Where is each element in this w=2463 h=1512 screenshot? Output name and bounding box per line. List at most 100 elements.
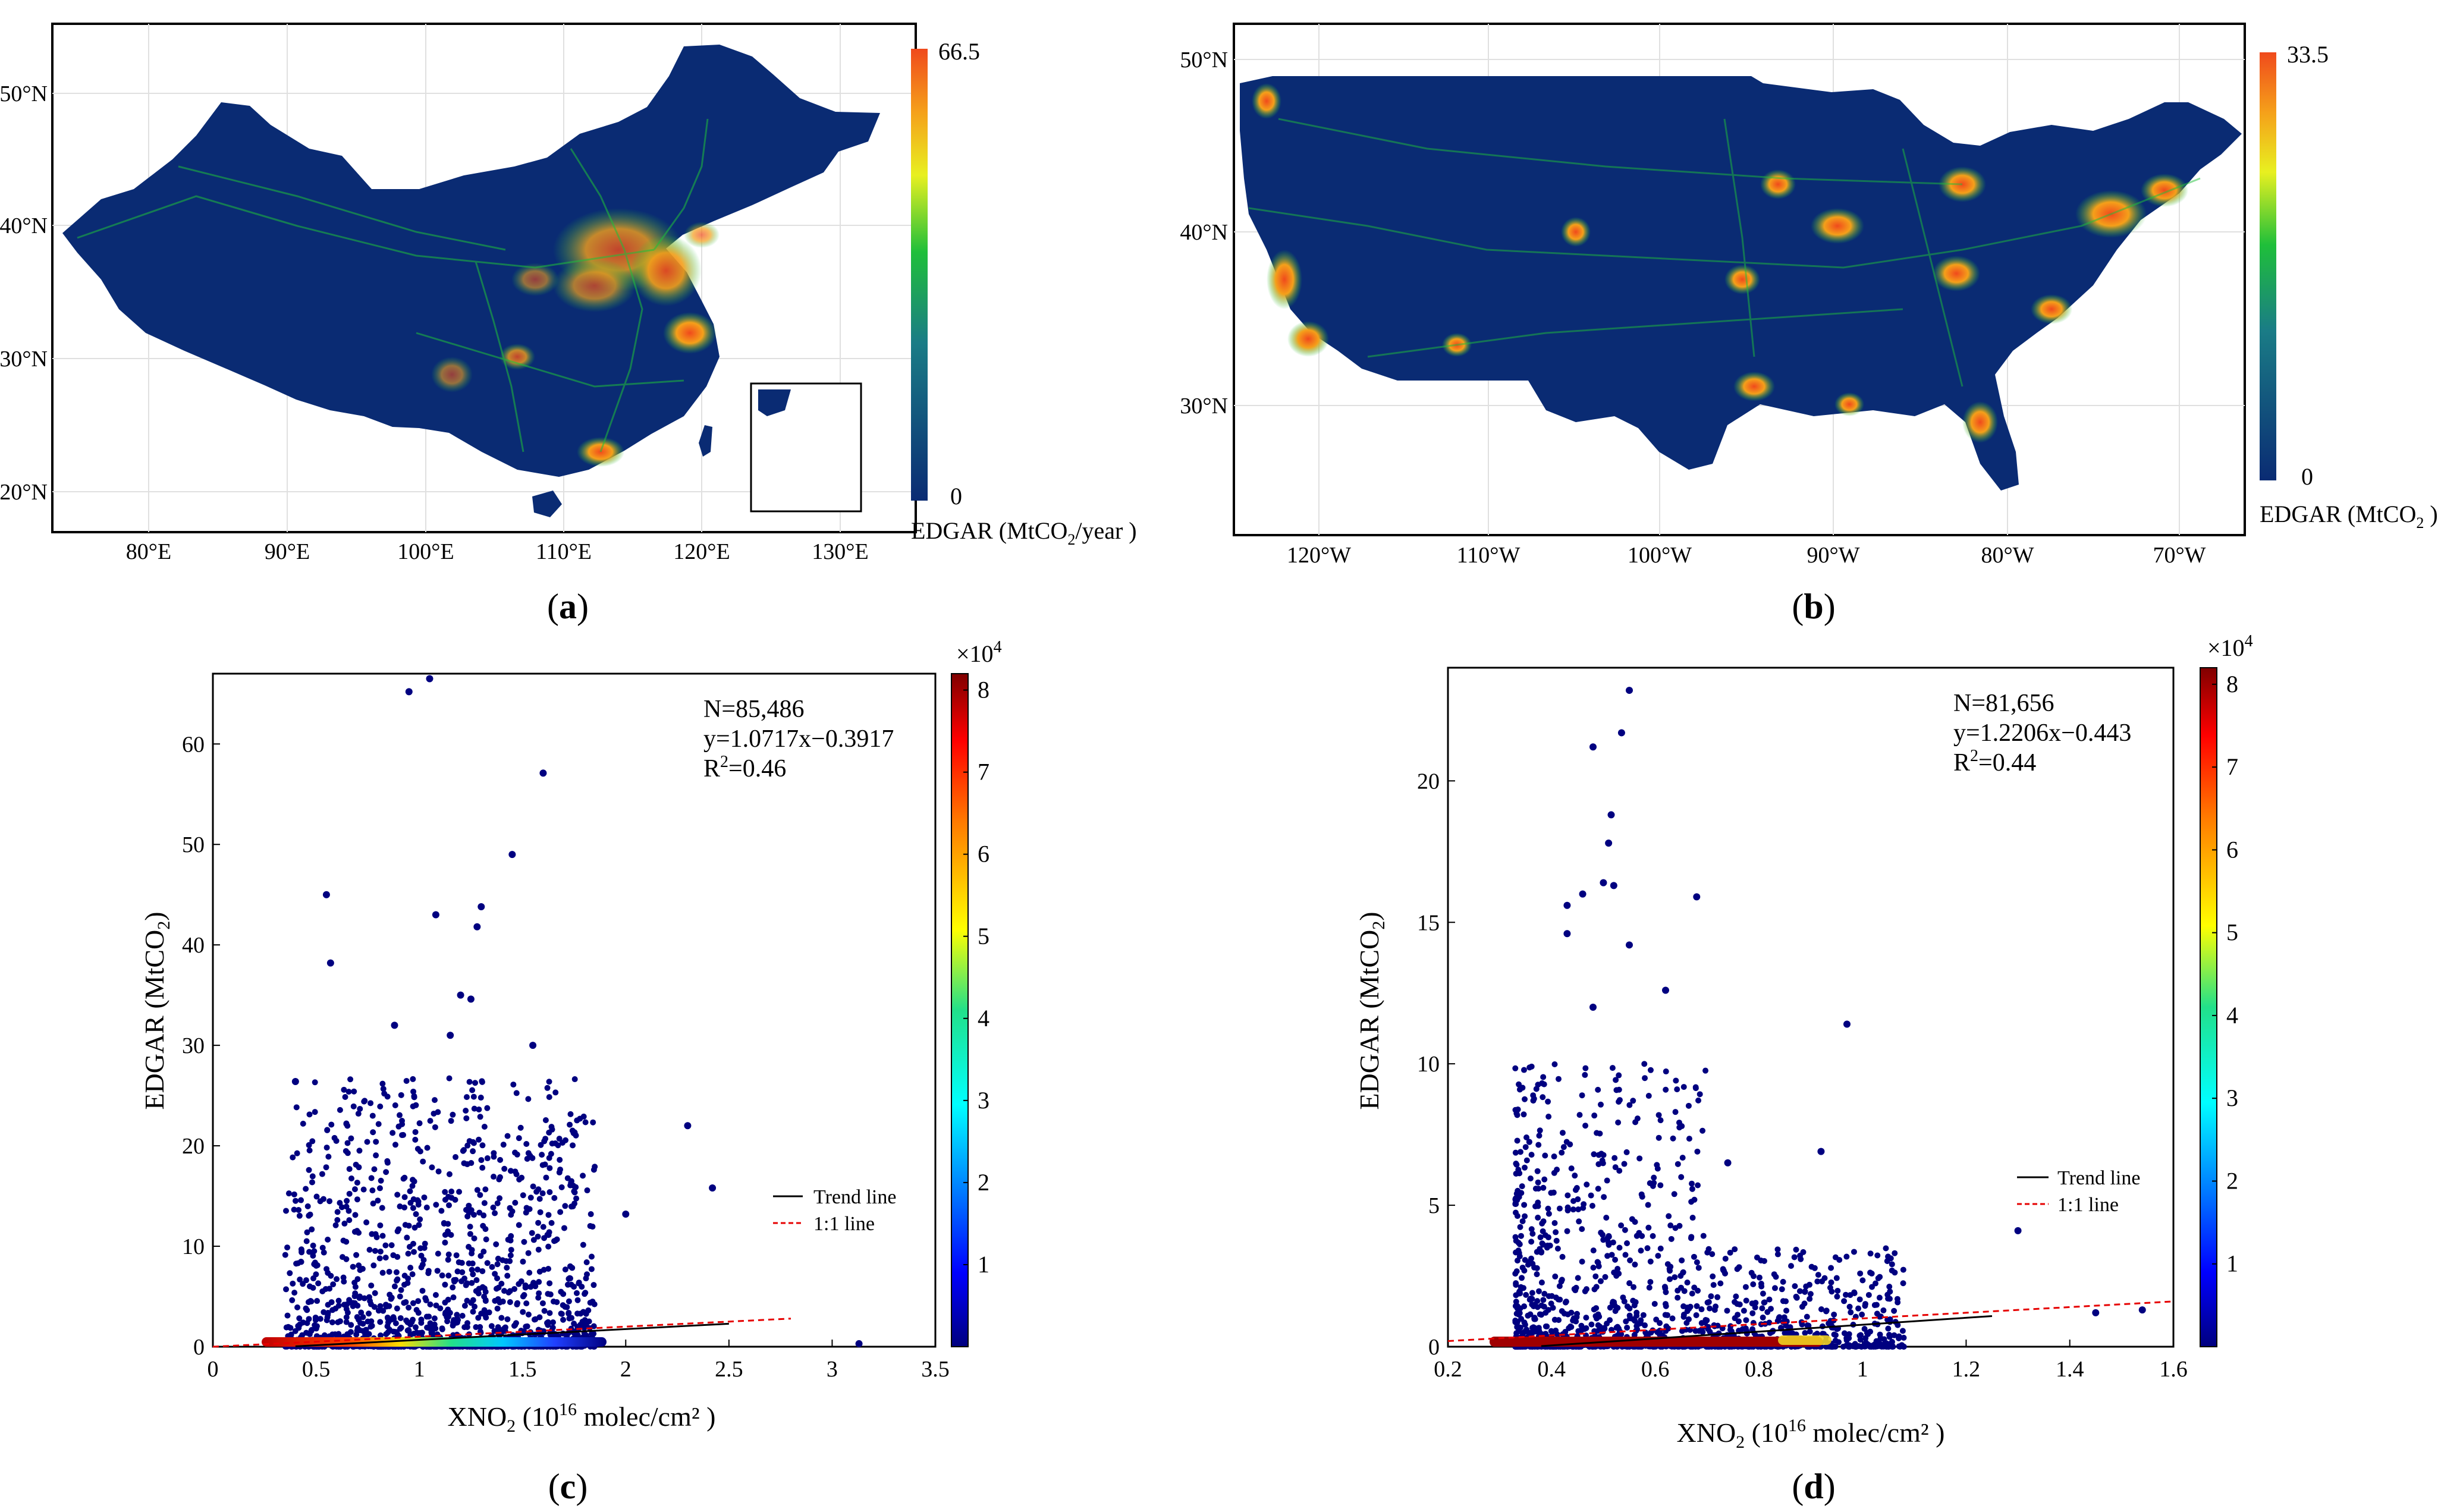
scatter-point — [348, 1135, 354, 1142]
scatter-point — [1592, 1273, 1599, 1280]
scatter-point — [351, 1186, 358, 1193]
scatter-point — [523, 1300, 530, 1307]
scatter-point — [1557, 1296, 1563, 1303]
scatter-point — [1759, 1305, 1765, 1312]
scatter-point — [334, 1276, 340, 1282]
scatter-point — [1657, 1245, 1664, 1252]
scatter-point — [1556, 1076, 1562, 1082]
scatter-point — [1527, 1175, 1534, 1181]
scatter-point — [481, 1293, 488, 1300]
scatter-point — [297, 1276, 303, 1282]
scatter-point — [1600, 1152, 1607, 1158]
scatter-point — [287, 1270, 293, 1277]
xtick-label: 0.5 — [302, 1357, 331, 1382]
scatter-point — [494, 1261, 501, 1268]
ytick-label: 10 — [1417, 1052, 1440, 1077]
scatter-point — [1611, 1269, 1617, 1276]
scatter-point — [1535, 1179, 1541, 1186]
scatter-point — [1583, 1315, 1589, 1321]
plot-c-legend: Trend line 1:1 line — [773, 1186, 896, 1235]
colorbar-tick-label: 6 — [978, 841, 989, 867]
scatter-point — [541, 1307, 548, 1314]
scatter-point — [573, 1290, 580, 1296]
scatter-point — [1672, 1109, 1679, 1115]
scatter-point — [1513, 1161, 1520, 1168]
scatter-point — [1632, 1299, 1639, 1306]
lon-tick: 80°W — [1981, 543, 2034, 568]
scatter-point — [513, 1320, 519, 1326]
scatter-point — [1609, 1252, 1615, 1258]
scatter-point — [409, 1271, 416, 1278]
scatter-point — [298, 1197, 304, 1203]
scatter-point — [319, 1244, 326, 1251]
scatter-point — [551, 1194, 558, 1201]
scatter-point — [1679, 1155, 1686, 1161]
lat-tick: 30°N — [1180, 394, 1228, 419]
scatter-point — [380, 1086, 387, 1092]
scatter-point — [1631, 1284, 1637, 1290]
scatter-point — [1886, 1334, 1893, 1340]
scatter-point — [1848, 1309, 1854, 1316]
scatter-point — [386, 1268, 392, 1275]
scatter-point — [1707, 1328, 1713, 1335]
scatter-point — [370, 1262, 377, 1269]
scatter-point — [494, 1275, 501, 1281]
scatter-point — [368, 1282, 375, 1289]
scatter-point — [312, 1079, 318, 1086]
scatter-point — [470, 1139, 476, 1145]
scatter-point — [337, 1107, 343, 1113]
scatter-point — [1534, 1168, 1541, 1174]
scatter-point — [1630, 1098, 1636, 1104]
scatter-point — [1727, 1249, 1733, 1256]
scatter-point — [1553, 1237, 1560, 1244]
scatter-point — [353, 1161, 359, 1168]
scatter-point — [545, 1319, 551, 1325]
scatter-point — [1614, 1266, 1621, 1272]
scatter-point — [401, 1204, 408, 1211]
legend-trend-label: Trend line — [2057, 1167, 2140, 1189]
scatter-point — [537, 1209, 544, 1215]
scatter-point — [476, 1209, 483, 1216]
scatter-point — [538, 1142, 544, 1148]
scatter-point — [1891, 1332, 1897, 1338]
scatter-point — [377, 1332, 384, 1339]
scatter-point — [588, 1253, 595, 1260]
scatter-point — [1535, 1325, 1542, 1331]
scatter-point — [517, 1124, 524, 1131]
scatter-point — [360, 1186, 367, 1193]
scatter-point — [1692, 1328, 1699, 1334]
scatter-point — [457, 991, 464, 999]
xtick-label: 1 — [1857, 1357, 1868, 1382]
stat-equation: y=1.2206x−0.443 — [1953, 719, 2131, 747]
scatter-point — [471, 1235, 477, 1241]
scatter-point — [341, 1220, 348, 1227]
scatter-point — [1513, 1249, 1519, 1256]
scatter-point — [404, 1319, 411, 1325]
scatter-point — [477, 903, 485, 910]
scatter-point — [289, 1297, 296, 1303]
scatter-point — [1876, 1294, 1883, 1301]
scatter-point — [1843, 1337, 1850, 1344]
scatter-point — [542, 1117, 549, 1123]
scatter-point — [1766, 1296, 1773, 1303]
scatter-point — [463, 1107, 469, 1114]
scatter-point — [1678, 1174, 1685, 1180]
scatter-point — [1691, 1253, 1697, 1260]
scatter-point — [527, 1194, 534, 1201]
scatter-point — [1791, 1254, 1798, 1260]
scatter-point — [490, 1204, 497, 1211]
scatter-point — [622, 1210, 630, 1218]
scatter-point — [551, 1238, 558, 1244]
scatter-point — [306, 1167, 312, 1173]
scatter-point — [1520, 1111, 1527, 1118]
xtick-label: 0.6 — [1641, 1357, 1670, 1382]
scatter-point — [1758, 1283, 1765, 1290]
scatter-point — [432, 1097, 438, 1104]
scatter-point — [445, 1251, 452, 1258]
scatter-point — [484, 1155, 491, 1162]
scatter-point — [1562, 1328, 1569, 1335]
scatter-point — [364, 1139, 370, 1145]
scatter-point — [404, 1280, 411, 1286]
scatter-point — [504, 1133, 511, 1139]
scatter-point — [410, 1300, 416, 1306]
